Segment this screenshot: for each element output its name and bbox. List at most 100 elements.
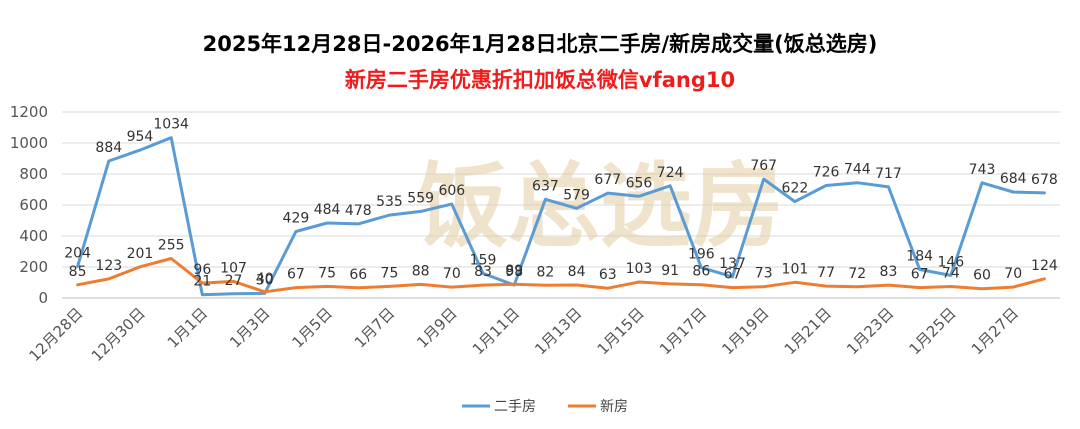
data-label: 622	[782, 181, 809, 197]
x-tick-label: 12月28日	[25, 304, 86, 365]
data-label: 72	[848, 266, 866, 282]
data-label: 137	[719, 256, 746, 272]
data-label: 717	[875, 166, 902, 182]
data-label: 98	[505, 264, 523, 280]
data-label: 101	[782, 261, 809, 277]
series-lines	[76, 136, 1046, 297]
data-label: 77	[817, 265, 835, 281]
x-tick-label: 1月3日	[226, 304, 273, 351]
data-label: 66	[349, 267, 367, 283]
y-tick-label: 200	[19, 258, 48, 276]
data-label: 88	[412, 263, 430, 279]
watermark-logo: 饭总选房	[416, 153, 784, 260]
data-label: 30	[256, 272, 274, 288]
data-label: 559	[407, 190, 434, 206]
data-label: 1034	[153, 117, 189, 133]
y-tick-label: 400	[19, 227, 48, 245]
x-axis: 12月28日 12月30日 1月1日 1月3日 1月5日 1月7日 1月9日 1月11日 1月1…	[25, 304, 1022, 365]
y-tick-label: 1000	[10, 134, 48, 152]
x-tick-label: 1月11日	[469, 304, 523, 358]
x-tick-label: 1月1日	[164, 304, 211, 351]
data-label: 85	[69, 264, 87, 280]
data-label: 73	[755, 266, 773, 282]
data-label: 60	[973, 268, 991, 284]
data-label: 27	[225, 273, 243, 289]
data-label: 767	[750, 158, 777, 174]
legend-label: 二手房	[494, 399, 536, 415]
series-line-secondhand	[76, 136, 1046, 297]
data-label: 656	[626, 175, 653, 191]
data-label: 884	[95, 140, 122, 156]
data-label: 744	[844, 162, 871, 178]
x-tick-label: 1月9日	[413, 304, 460, 351]
y-tick-label: 1200	[10, 103, 48, 121]
data-label: 67	[287, 267, 305, 283]
legend: 二手房 新房	[462, 399, 628, 415]
data-label: 484	[314, 202, 341, 218]
x-tick-label: 1月25日	[905, 304, 959, 358]
data-label: 107	[220, 260, 247, 276]
data-label: 63	[599, 267, 617, 283]
data-label: 67	[911, 267, 929, 283]
data-label: 677	[594, 172, 621, 188]
data-label: 89	[505, 263, 523, 279]
data-label: 84	[568, 264, 586, 280]
y-axis: 0 200 400 600 800 1000 1200	[10, 103, 48, 307]
x-tick-label: 1月13日	[531, 304, 585, 358]
x-tick-label: 12月30日	[88, 304, 149, 365]
data-label: 478	[345, 203, 372, 219]
data-label: 684	[1000, 171, 1027, 187]
data-label: 726	[813, 164, 840, 180]
data-label: 75	[318, 265, 336, 281]
chart-title: 2025年12月28日-2026年1月28日北京二手房/新房成交量(饭总选房)	[202, 32, 878, 56]
x-tick-label: 1月15日	[594, 304, 648, 358]
data-label: 124	[1031, 258, 1058, 274]
legend-label: 新房	[600, 399, 628, 415]
data-label: 96	[193, 262, 211, 278]
data-label: 159	[470, 252, 497, 268]
data-label: 429	[283, 211, 310, 227]
data-label: 678	[1031, 172, 1058, 188]
data-label: 103	[626, 261, 653, 277]
data-label: 204	[64, 245, 91, 261]
data-label: 724	[657, 165, 684, 181]
data-label: 146	[937, 254, 964, 270]
data-label: 83	[880, 264, 898, 280]
x-tick-label: 1月19日	[718, 304, 772, 358]
data-label: 954	[127, 129, 154, 145]
grid-lines	[62, 111, 1060, 299]
data-label: 67	[724, 267, 742, 283]
x-tick-label: 1月21日	[781, 304, 835, 358]
series-line-newhome	[76, 257, 1046, 294]
data-label: 255	[158, 237, 185, 253]
data-label: 70	[443, 266, 461, 282]
x-tick-label: 1月27日	[968, 304, 1022, 358]
data-label: 83	[474, 264, 492, 280]
x-tick-label: 1月7日	[351, 304, 398, 351]
data-label: 579	[563, 187, 590, 203]
x-tick-label: 1月5日	[288, 304, 335, 351]
y-tick-label: 600	[19, 196, 48, 214]
data-label: 75	[381, 265, 399, 281]
x-tick-label: 1月17日	[656, 304, 710, 358]
data-label: 86	[692, 264, 710, 280]
data-label: 74	[942, 266, 960, 282]
data-label: 743	[969, 162, 996, 178]
data-label: 196	[688, 247, 715, 263]
data-label: 201	[127, 246, 154, 262]
data-label: 40	[256, 271, 274, 287]
y-tick-label: 0	[38, 289, 48, 307]
data-label: 184	[906, 248, 933, 264]
y-tick-label: 800	[19, 165, 48, 183]
data-label: 637	[532, 178, 559, 194]
data-label: 21	[193, 274, 211, 290]
data-label: 606	[438, 183, 465, 199]
data-label: 535	[376, 194, 403, 210]
data-label: 123	[95, 258, 122, 274]
x-tick-label: 1月23日	[843, 304, 897, 358]
data-label: 82	[536, 264, 554, 280]
chart-subtitle: 新房二手房优惠折扣加饭总微信vfang10	[344, 68, 736, 92]
data-label: 70	[1004, 266, 1022, 282]
